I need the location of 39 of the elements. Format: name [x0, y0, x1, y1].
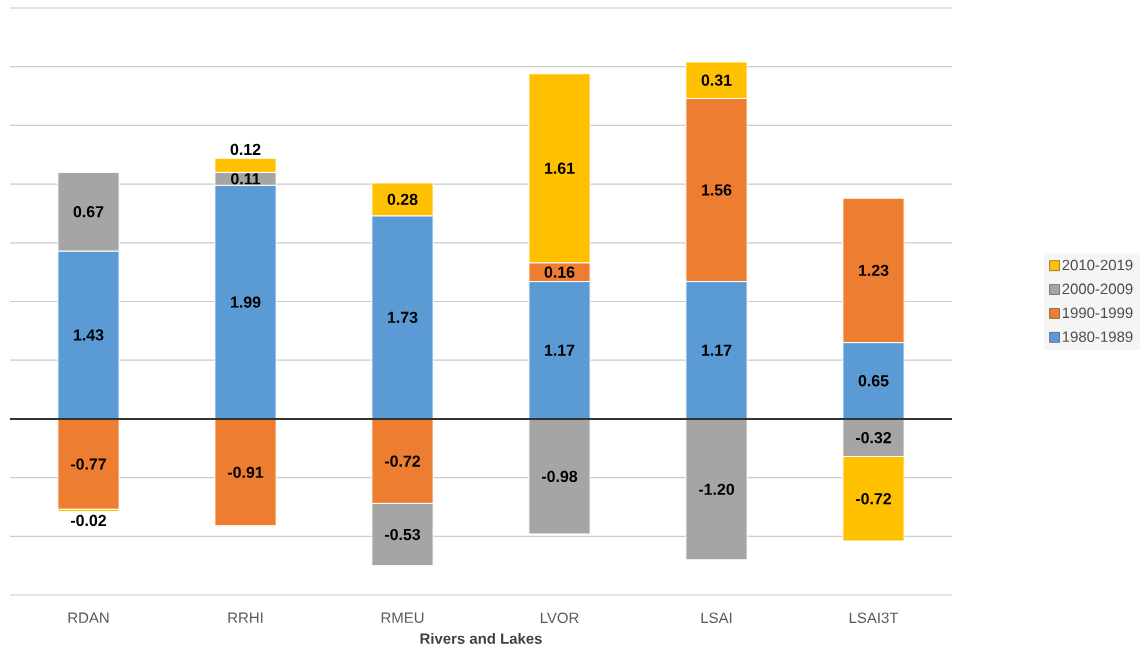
data-label: 0.65: [858, 375, 889, 387]
data-label: 0.28: [387, 193, 418, 205]
legend-label: 2010-2019: [1062, 259, 1133, 271]
data-label: 0.12: [230, 143, 261, 156]
data-label: 1.73: [387, 311, 418, 323]
data-label: 0.16: [544, 266, 575, 278]
data-label: -1.20: [698, 483, 735, 495]
data-label: 1.17: [544, 344, 575, 356]
legend-label: 1980-1989: [1062, 331, 1133, 342]
data-label: 0.67: [73, 206, 104, 218]
data-label: -0.53: [384, 528, 421, 541]
data-label: -0.91: [227, 466, 264, 478]
bar: [528, 418, 591, 535]
x-tick-label: RDAN: [68, 612, 109, 623]
data-label: -0.72: [855, 493, 892, 505]
legend-label: 2000-2009: [1062, 283, 1133, 295]
data-label: -0.02: [70, 514, 107, 527]
data-label: 0.31: [701, 74, 732, 86]
data-label: -0.77: [70, 458, 106, 470]
data-label: -0.98: [541, 470, 578, 483]
x-tick-label: LSAI3T: [849, 612, 899, 624]
bar: [685, 418, 748, 561]
legend-label: 1990-1999: [1062, 307, 1133, 319]
x-axis-title: Rivers and Lakes: [420, 632, 542, 644]
data-label: -0.72: [384, 455, 421, 467]
bar: [214, 418, 277, 527]
data-label: 1.17: [701, 344, 732, 356]
data-label: 1.61: [544, 162, 575, 174]
x-tick-label: LVOR: [540, 612, 579, 624]
x-tick-label: LSAI: [701, 612, 732, 624]
x-tick-label: RMEU: [381, 612, 424, 623]
data-label: 0.11: [231, 173, 261, 185]
data-label: 1.56: [701, 184, 732, 196]
x-tick-label: RRHI: [228, 612, 263, 623]
data-label: -0.32: [855, 432, 892, 444]
data-label: 1.23: [859, 264, 889, 277]
data-label: 1.99: [230, 296, 261, 308]
bar: [57, 418, 120, 510]
data-label: 1.43: [73, 329, 104, 341]
